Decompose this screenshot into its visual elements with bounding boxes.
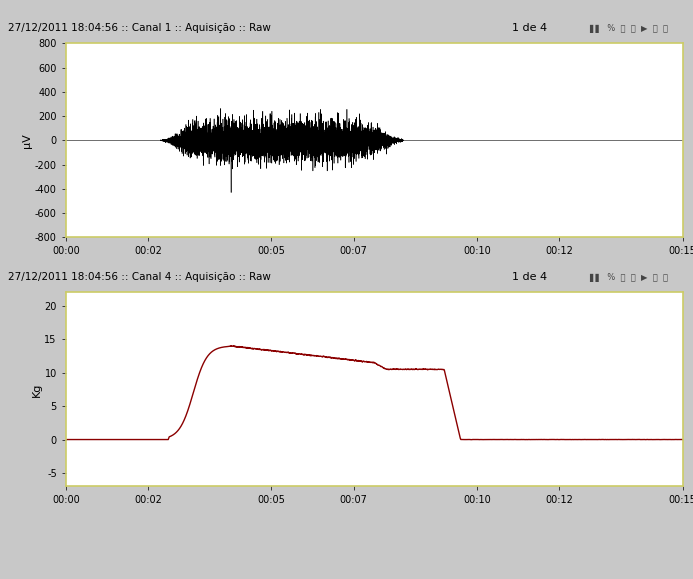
Text: ▌▌  %  ⬜  ⬜  ▶  ⬜  ⬜: ▌▌ % ⬜ ⬜ ▶ ⬜ ⬜ bbox=[590, 273, 668, 282]
Text: 1 de 4: 1 de 4 bbox=[512, 272, 547, 283]
Text: ▌▌  %  ⬜  ⬜  ▶  ⬜  ⬜: ▌▌ % ⬜ ⬜ ▶ ⬜ ⬜ bbox=[590, 24, 668, 33]
Y-axis label: Kg: Kg bbox=[32, 382, 42, 397]
Text: 1 de 4: 1 de 4 bbox=[512, 23, 547, 34]
Text: 27/12/2011 18:04:56 :: Canal 4 :: Aquisição :: Raw: 27/12/2011 18:04:56 :: Canal 4 :: Aquisi… bbox=[8, 272, 271, 283]
Text: 27/12/2011 18:04:56 :: Canal 1 :: Aquisição :: Raw: 27/12/2011 18:04:56 :: Canal 1 :: Aquisi… bbox=[8, 23, 271, 34]
Y-axis label: µV: µV bbox=[22, 133, 32, 148]
